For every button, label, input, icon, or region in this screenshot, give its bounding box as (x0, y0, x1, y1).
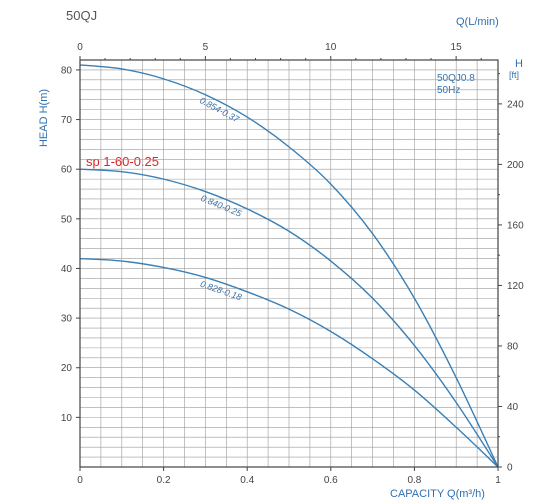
x-bottom-tick-label: 0.8 (407, 475, 421, 486)
y-right-tick-label: 0 (507, 463, 513, 474)
y-right-tick-label: 120 (507, 281, 524, 292)
x-top-tick-label: 15 (451, 42, 463, 53)
grid (80, 60, 498, 467)
top-axis-title: Q(L/min) (456, 16, 499, 28)
y-left-tick-label: 40 (61, 264, 73, 275)
y-right-tick-label: 80 (507, 341, 519, 352)
highlight-label: sp 1-60-0.25 (86, 154, 159, 169)
right-axis-unit: [ft] (509, 70, 519, 80)
series-line-3 (79, 257, 499, 468)
x-bottom-tick-label: 0.4 (240, 475, 254, 486)
y-right-tick-label: 40 (507, 402, 519, 413)
x-top-tick-label: 10 (325, 42, 337, 53)
y-right-tick-label: 200 (507, 160, 524, 171)
ticks: 0 0.2 0.4 0.6 0.8 10 5 10 1510203040506070800408… (61, 42, 524, 486)
y-right-tick-label: 160 (507, 220, 524, 231)
series-line-2 (79, 168, 499, 468)
y-left-tick-label: 50 (61, 214, 73, 225)
bottom-axis-title: CAPACITY Q(m³/h) (390, 488, 485, 500)
plot-frame (79, 59, 499, 468)
series-line-1 (79, 64, 499, 468)
chart-title: 50QJ (66, 8, 97, 23)
y-left-tick-label: 60 (61, 165, 73, 176)
series-label-2: 0.840-0.25 (199, 193, 243, 219)
left-axis-title: HEAD H(m) (38, 89, 50, 147)
x-bottom-tick-label: 0.6 (324, 475, 338, 486)
x-top-tick-label: 5 (203, 42, 209, 53)
x-bottom-tick-label: 0.2 (157, 475, 171, 486)
model-annotation-line-2: 50Hz (437, 85, 460, 96)
y-left-tick-label: 80 (61, 65, 73, 76)
y-left-tick-label: 70 (61, 115, 73, 126)
right-axis-title: H (515, 58, 523, 70)
x-bottom-tick-label: 0 (77, 475, 83, 486)
x-bottom-tick-label: 1 (495, 475, 501, 486)
y-right-tick-label: 240 (507, 99, 524, 110)
y-left-tick-label: 10 (61, 413, 73, 424)
y-left-tick-label: 30 (61, 314, 73, 325)
y-left-tick-label: 20 (61, 363, 73, 374)
x-top-tick-label: 0 (77, 42, 83, 53)
